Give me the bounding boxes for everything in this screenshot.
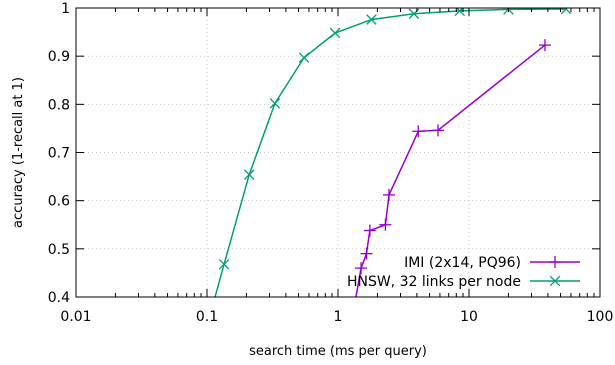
- data-point: [355, 262, 368, 275]
- x-tick-label: 0.01: [60, 309, 91, 325]
- data-point: [454, 8, 466, 17]
- data-point: [269, 98, 281, 109]
- data-point: [243, 169, 255, 180]
- data-point: [432, 124, 445, 137]
- y-tick-label: 0.5: [48, 242, 70, 258]
- y-tick-label: 0.6: [48, 194, 70, 210]
- y-tick-label: 0.4: [48, 290, 70, 306]
- y-tick-label: 1: [61, 1, 70, 17]
- y-axis-label: accuracy (1-recall at 1): [11, 77, 26, 228]
- series-layer: [214, 8, 572, 313]
- data-point: [382, 188, 395, 201]
- data-point: [538, 39, 551, 52]
- data-point: [218, 258, 230, 270]
- x-tick-label: 1: [334, 309, 343, 325]
- data-point: [560, 8, 572, 15]
- data-point: [363, 224, 376, 237]
- y-tick-label: 0.8: [48, 97, 70, 113]
- data-point: [360, 247, 373, 260]
- y-tick-label: 0.7: [48, 146, 70, 162]
- data-point: [348, 301, 360, 313]
- data-point: [329, 27, 341, 39]
- data-point: [366, 14, 377, 25]
- data-point: [379, 218, 392, 231]
- x-tick-label: 0.1: [196, 309, 218, 325]
- data-point: [412, 125, 425, 138]
- data-point: [298, 52, 310, 63]
- legend: IMI (2x14, PQ96) HNSW, 32 links per node: [347, 255, 580, 290]
- legend-label: IMI (2x14, PQ96): [404, 255, 521, 271]
- ticks: 0.01 0.1 1 10 100 0.4 0.5 0.6 0.7 0.8 0.9 1: [48, 1, 614, 325]
- legend-marker: [549, 275, 561, 287]
- x-tick-label: 10: [460, 309, 478, 325]
- grid-lines: [76, 8, 600, 297]
- legend-marker: [549, 256, 561, 268]
- x-tick-label: 100: [587, 309, 614, 325]
- legend-label: HNSW, 32 links per node: [347, 274, 521, 290]
- y-tick-label: 0.9: [48, 49, 70, 65]
- x-axis-label: search time (ms per query): [249, 344, 427, 359]
